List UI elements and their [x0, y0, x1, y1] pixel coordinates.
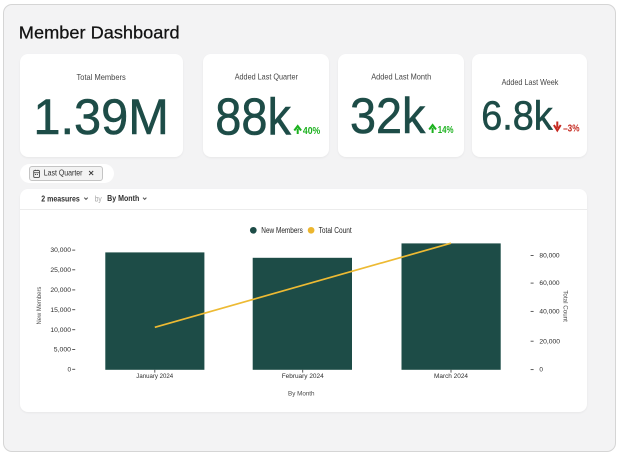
- svg-text:40%: 40%: [303, 126, 320, 137]
- svg-text:By Month: By Month: [288, 391, 315, 398]
- svg-text:Member Dashboard: Member Dashboard: [19, 23, 180, 43]
- svg-text:5,000: 5,000: [54, 347, 72, 354]
- svg-text:30,000: 30,000: [50, 247, 71, 254]
- svg-text:25,000: 25,000: [50, 267, 71, 274]
- svg-text:by: by: [95, 193, 103, 203]
- svg-text:Added Last Week: Added Last Week: [502, 77, 559, 87]
- svg-text:1.39M: 1.39M: [33, 89, 169, 145]
- svg-text:Last Quarter: Last Quarter: [44, 167, 83, 177]
- svg-text:20,000: 20,000: [539, 338, 560, 345]
- svg-text:–3%: –3%: [563, 123, 579, 134]
- svg-text:New Members: New Members: [36, 287, 43, 325]
- svg-text:February 2024: February 2024: [282, 373, 324, 380]
- svg-text:0: 0: [539, 367, 543, 374]
- svg-text:New Members: New Members: [261, 226, 303, 235]
- svg-text:14%: 14%: [438, 125, 454, 136]
- svg-text:January 2024: January 2024: [136, 373, 173, 380]
- svg-text:20,000: 20,000: [50, 287, 71, 294]
- svg-text:March 2024: March 2024: [434, 373, 468, 380]
- svg-text:88k: 88k: [215, 88, 292, 146]
- svg-text:60,000: 60,000: [539, 280, 560, 287]
- svg-text:By Month: By Month: [107, 193, 139, 203]
- svg-text:15,000: 15,000: [50, 307, 71, 314]
- svg-text:0: 0: [67, 366, 71, 373]
- svg-text:Total Members: Total Members: [77, 72, 126, 82]
- svg-text:2 measures: 2 measures: [41, 194, 80, 204]
- svg-text:40,000: 40,000: [539, 309, 560, 316]
- svg-text:10,000: 10,000: [50, 327, 71, 334]
- svg-text:Added Last Quarter: Added Last Quarter: [235, 71, 298, 81]
- svg-text:32k: 32k: [350, 87, 426, 144]
- svg-text:Total Count: Total Count: [319, 226, 353, 235]
- svg-text:Total Count: Total Count: [562, 290, 569, 322]
- svg-text:80,000: 80,000: [539, 253, 560, 260]
- svg-text:6.8k: 6.8k: [481, 93, 553, 139]
- svg-text:Added Last Month: Added Last Month: [371, 71, 431, 81]
